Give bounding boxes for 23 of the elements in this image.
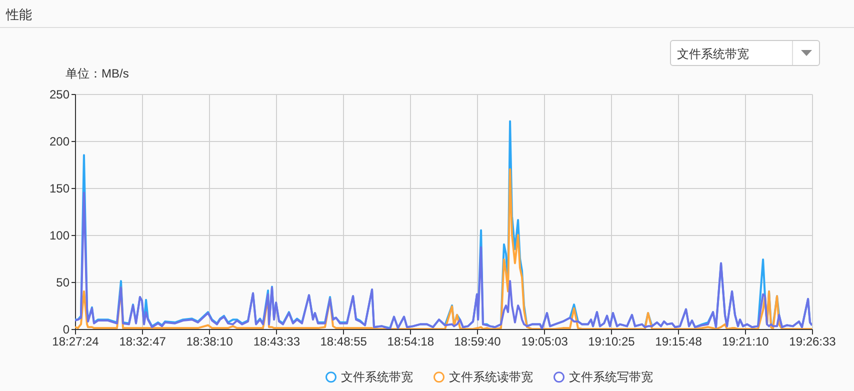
legend-label: 文件系统带宽 [341, 370, 413, 384]
x-tick-label: 18:38:10 [186, 334, 234, 348]
x-tick-label: 18:32:47 [119, 334, 166, 348]
y-tick-label: 250 [49, 88, 70, 102]
x-tick-label: 18:54:18 [387, 334, 434, 348]
x-tick-label: 19:15:48 [655, 334, 702, 348]
y-tick-label: 200 [49, 134, 70, 148]
x-tick-label: 18:43:33 [253, 334, 300, 348]
x-tick-label: 19:26:33 [789, 334, 836, 348]
x-tick-label: 18:27:24 [52, 334, 100, 348]
x-tick-label: 18:48:55 [320, 334, 368, 348]
x-tick-label: 19:10:25 [588, 334, 636, 348]
dropdown[interactable]: 文件系统带宽 [670, 40, 820, 66]
y-tick-label: 0 [62, 322, 70, 336]
y-tick-label: 100 [49, 228, 70, 242]
x-tick-label: 19:21:10 [722, 334, 770, 348]
x-tick-label: 19:05:03 [521, 334, 568, 348]
y-tick-label: 50 [56, 276, 70, 290]
legend-label: 文件系统读带宽 [449, 370, 533, 384]
legend-label: 文件系统写带宽 [569, 370, 653, 384]
y-tick-label: 150 [49, 182, 70, 196]
x-tick-label: 18:59:40 [454, 334, 502, 348]
chart-title: 性能 [6, 6, 32, 24]
